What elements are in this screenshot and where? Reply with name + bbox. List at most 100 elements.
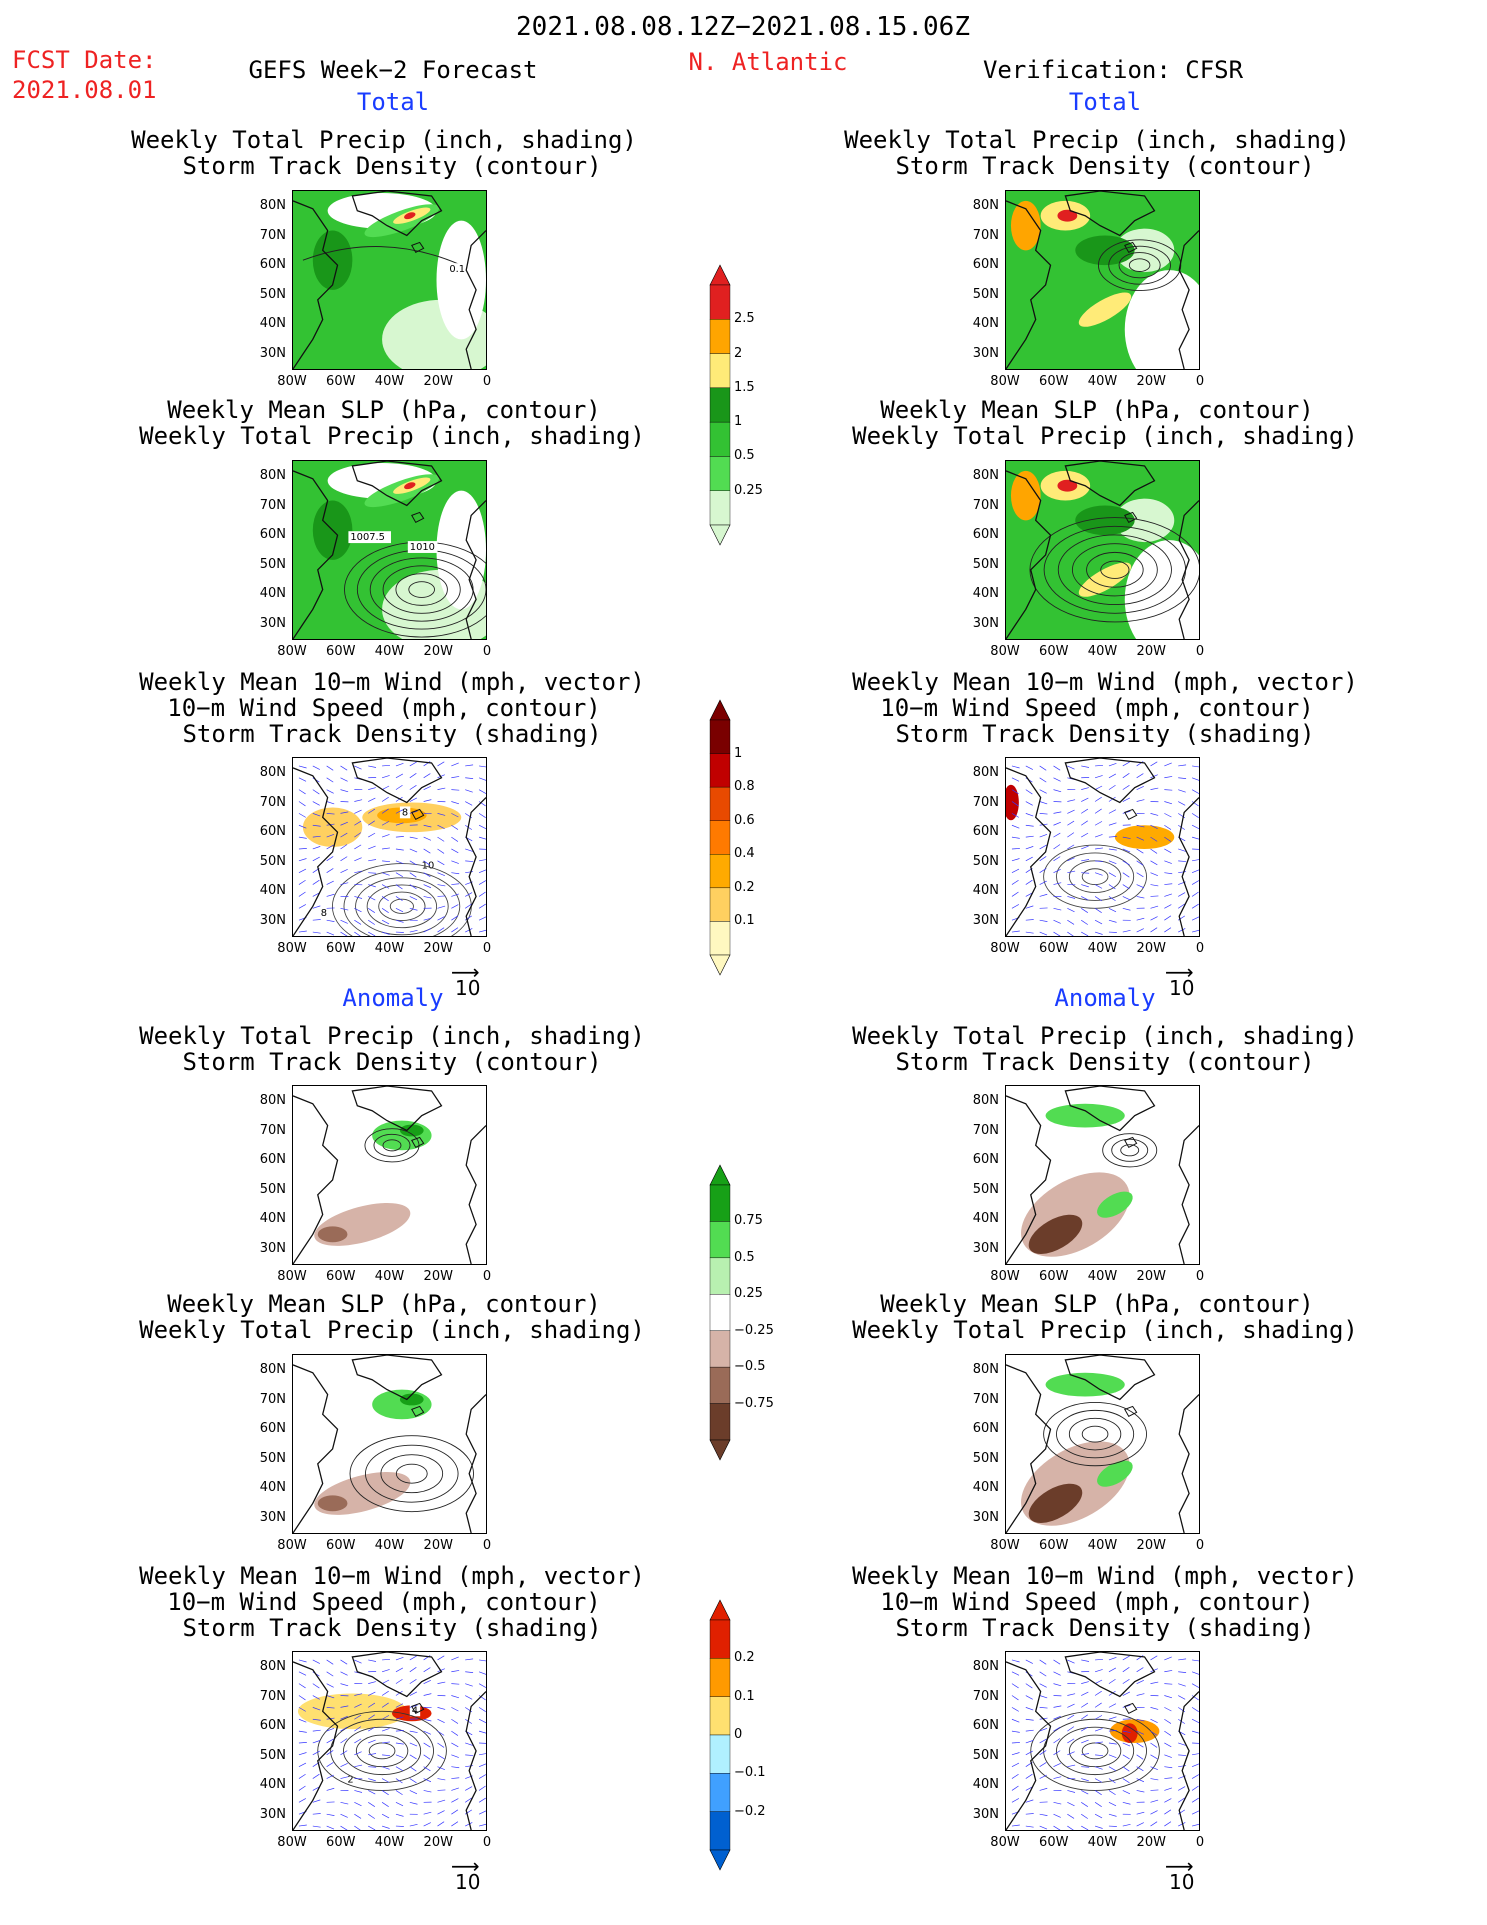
wind-vector — [478, 1718, 486, 1724]
wind-vector — [368, 1753, 377, 1756]
colorbar-track-total-tick: 0.4 — [734, 846, 755, 862]
wind-vector — [1191, 1707, 1199, 1712]
wind-vector — [1122, 1667, 1130, 1673]
wind-vector — [1122, 1801, 1131, 1805]
wind-vector — [1094, 931, 1103, 935]
wind-vector — [1136, 1790, 1145, 1793]
slp-contour — [395, 573, 448, 606]
wind-vector — [478, 1797, 486, 1803]
title-r5-b: Weekly Total Precip (inch, shading) — [852, 1316, 1358, 1344]
wind-vector — [1136, 884, 1145, 889]
wind-vector — [437, 884, 446, 887]
wind-vector — [1136, 1766, 1144, 1772]
anom-wet — [1045, 1372, 1125, 1397]
lon-tick-label: 60W — [1039, 1269, 1069, 1284]
lon-tick-label: 60W — [1039, 374, 1069, 389]
wind-vector — [1150, 848, 1158, 854]
wind-vector — [451, 824, 459, 830]
title-r2-a: Weekly Mean SLP (hPa, contour) — [880, 396, 1314, 424]
wind-vector — [437, 1821, 445, 1827]
wind-vector — [312, 789, 320, 795]
track-contour — [382, 1139, 402, 1152]
wind-vector — [312, 1750, 320, 1756]
wind-vector — [312, 1813, 321, 1815]
lon-tick-label: 20W — [1136, 374, 1166, 389]
coastline-namerica — [1006, 470, 1052, 639]
coastline-namerica — [293, 470, 339, 639]
wind-vector — [381, 919, 390, 925]
slp-label-a-bg — [348, 531, 391, 544]
map-panel-l1: 0.1 — [292, 190, 487, 370]
map-svg: 24 — [293, 1652, 486, 1830]
track-shade-max — [1006, 784, 1019, 821]
lon-tick-label: 0 — [482, 374, 492, 389]
wind-vector — [340, 1813, 348, 1818]
wind-vector — [409, 1801, 418, 1805]
slp-contour — [1071, 543, 1158, 597]
wind-vector — [478, 801, 486, 807]
wind-vector — [478, 836, 486, 840]
coastline-europe — [465, 230, 486, 369]
wind-vector — [326, 833, 335, 838]
wind-vector — [354, 907, 362, 913]
lon-tick-label: 0 — [1195, 941, 1205, 956]
coastline-greenland — [1064, 191, 1156, 237]
wind-vector — [478, 880, 486, 885]
wind-vector — [326, 1738, 334, 1744]
lat-tick-label: 70N — [259, 1391, 286, 1407]
lon-tick-label: 40W — [1087, 1269, 1118, 1284]
lon-tick-label: 60W — [326, 1538, 356, 1553]
wind-vector — [1025, 835, 1034, 838]
wind-vector — [1067, 1693, 1076, 1696]
lat-tick-label: 40N — [259, 586, 286, 601]
wind-vector — [1164, 813, 1172, 818]
wind-vector — [1122, 907, 1131, 911]
wind-vector — [1150, 884, 1159, 887]
lon-tick-label: 20W — [423, 1538, 453, 1553]
wind-vector — [298, 765, 307, 769]
wind-vector — [326, 1695, 335, 1699]
anom-track-max — [1121, 1723, 1138, 1743]
map-panel-l4 — [292, 1085, 487, 1265]
wind-vector — [1011, 824, 1020, 829]
wind-vector — [395, 1678, 403, 1684]
wind-vector — [1150, 1707, 1159, 1710]
wind-vector — [326, 1683, 334, 1688]
colorbar-precip-anom-swatch — [709, 1221, 731, 1259]
wind-vector — [298, 813, 306, 818]
wind-vector — [1053, 1776, 1062, 1779]
vector-ref-r3-label: 10 — [1169, 976, 1195, 1000]
speed-contour — [343, 1726, 422, 1776]
wind-vector — [437, 824, 445, 830]
title-r1-a: Weekly Total Precip (inch, shading) — [844, 126, 1350, 154]
wind-vector — [451, 860, 459, 864]
wind-vector — [326, 919, 335, 922]
colorbar-track-anom-tick: 0.2 — [734, 1650, 755, 1666]
lon-tick-label: 60W — [326, 1835, 356, 1850]
lat-tick-label: 60N — [259, 527, 286, 542]
colorbar-track-anom-tick: 0 — [734, 1727, 743, 1742]
wind-vector — [437, 1681, 446, 1684]
wind-vector — [1108, 762, 1117, 767]
speed-contour — [1068, 1734, 1122, 1768]
lon-tick-label: 40W — [374, 644, 405, 659]
lon-tick-label: 60W — [1039, 644, 1069, 659]
map-svg — [1006, 1355, 1199, 1533]
lon-tick-label: 0 — [1195, 1538, 1205, 1553]
wind-vector — [1095, 847, 1103, 850]
wind-vector — [381, 821, 390, 826]
wind-vector — [423, 928, 431, 933]
wind-vector — [1164, 1742, 1172, 1748]
wind-vector — [1011, 765, 1020, 769]
wind-vector — [1150, 1681, 1159, 1684]
precip-very-high — [1010, 200, 1041, 251]
wind-vector — [465, 1683, 473, 1687]
wind-vector — [1191, 836, 1199, 840]
speed-contour — [1056, 1726, 1135, 1776]
wind-vector — [1191, 916, 1199, 921]
wind-vector — [1067, 1751, 1075, 1756]
wind-vector — [1122, 860, 1130, 866]
wind-vector — [326, 1825, 335, 1830]
wind-vector — [381, 1802, 389, 1807]
wind-vector — [298, 1659, 307, 1663]
